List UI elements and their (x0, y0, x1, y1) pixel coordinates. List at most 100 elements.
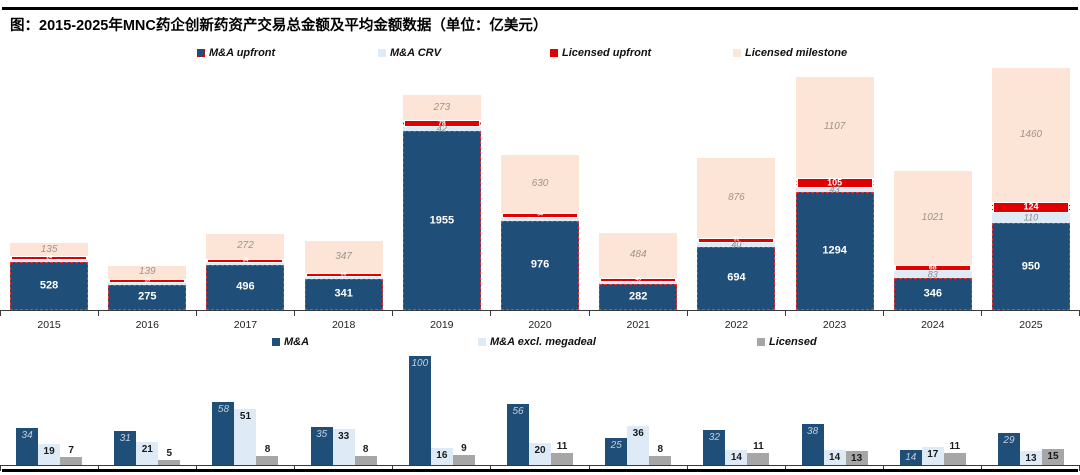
bar-segment: 976 (501, 220, 580, 310)
bar-column-2016: 275 18 139 (98, 65, 196, 310)
bar-segment: 51 (697, 237, 776, 243)
value-label: 18 (144, 277, 151, 284)
bar-column-2018: 341 30 347 (295, 65, 393, 310)
value-label: 346 (923, 287, 942, 300)
bar-column-2025: 950 110 124 1460 (982, 65, 1080, 310)
value-label: 56 (512, 406, 524, 417)
bar-group-2018: 35 33 8 (295, 354, 393, 465)
stacked-bar: 1955 42 78 273 (402, 95, 481, 310)
bar-group: 29 13 15 (997, 433, 1064, 465)
bar-column-2015: 528 24 135 (0, 65, 98, 310)
bar-segment: 341 (304, 278, 383, 310)
lblue-legend-swatch (478, 338, 486, 346)
stacked-bar: 976 64 630 (501, 154, 580, 310)
bar: 17 (921, 446, 944, 465)
legend-item: M&A CRV (378, 47, 441, 59)
value-label: 42 (436, 123, 447, 134)
bar-segment: 43 (795, 185, 874, 194)
top-chart-legend: M&A upfront M&A CRV Licensed upfront Licens… (0, 47, 1080, 65)
value-label: 100 (411, 358, 429, 369)
value-label: 528 (39, 279, 59, 292)
bar-segment: 45 (599, 276, 678, 283)
value-label: 32 (708, 432, 720, 444)
bar-group: 100 16 9 (408, 356, 475, 465)
bar-group-2021: 25 36 8 (589, 354, 687, 465)
x-axis-label: 2018 (331, 319, 356, 331)
x-axis-label: 2021 (626, 319, 650, 331)
value-label: 139 (138, 266, 156, 278)
bar-segment (10, 259, 89, 262)
bar: 34 (16, 427, 39, 465)
value-label: 40 (731, 239, 742, 250)
value-label: 273 (433, 101, 451, 113)
bar-group: 34 19 7 (16, 427, 83, 465)
bar-segment: 1294 (795, 191, 874, 310)
axis-tick (295, 466, 394, 471)
bar-segment: 1955 (402, 131, 481, 310)
bar-group-2022: 32 14 11 (687, 354, 785, 465)
bar-segment: 484 (599, 233, 678, 278)
bar: 31 (114, 431, 137, 465)
value-label: 51 (239, 411, 252, 423)
bar-group: 38 14 13 (801, 423, 868, 465)
bar: 8 (256, 445, 279, 465)
bar: 32 (703, 430, 726, 465)
bar-segment: 346 (893, 278, 972, 310)
axis-tick (590, 311, 688, 316)
value-label: 110 (1023, 212, 1039, 223)
value-label: 1955 (429, 214, 455, 227)
bar: 9 (452, 444, 475, 465)
bar-segment: 950 (991, 223, 1070, 310)
bar-segment: 135 (10, 243, 89, 256)
value-label: 34 (21, 429, 33, 441)
value-label: 8 (657, 444, 663, 456)
axis-tick (393, 311, 492, 316)
axis-tick (393, 466, 492, 471)
value-label: 976 (530, 258, 550, 271)
bar: 5 (158, 448, 181, 465)
bar-segment: 272 (206, 233, 285, 259)
bar-column-2024: 346 83 68 1021 (884, 65, 982, 310)
bar-column-2017: 496 34 272 (196, 65, 294, 310)
value-label: 272 (237, 240, 254, 252)
bar-segment: 68 (893, 264, 972, 271)
bottom-chart: M&A M&A excl. megadeal Licensed 34 19 7 31 21 5… (0, 336, 1080, 475)
bar: 33 (332, 429, 355, 465)
bar: 8 (649, 445, 672, 465)
value-label: 9 (461, 443, 467, 455)
value-label: 8 (362, 444, 369, 456)
value-label: 1021 (921, 211, 944, 223)
value-label: 5 (166, 447, 173, 459)
bar-column-2019: 1955 42 78 273 (393, 65, 491, 310)
bottom-chart-plot: 34 19 7 31 21 5 58 51 8 35 33 8 100 16 9 56 20 11 25 36 8 32 1… (0, 354, 1080, 466)
value-label: 45 (635, 276, 641, 283)
value-label: 11 (753, 441, 764, 452)
legend-item: Licensed milestone (733, 47, 847, 59)
bar-group: 35 33 8 (310, 426, 377, 465)
stacked-bar: 1294 43 105 1107 (795, 76, 874, 310)
bar: 7 (60, 446, 83, 465)
value-label: 341 (334, 287, 353, 300)
bar-segment: 24 (10, 255, 89, 260)
bar-group-2017: 58 51 8 (196, 354, 294, 465)
bar-segment (206, 262, 285, 265)
stacked-bar: 694 40 51 876 (697, 157, 776, 310)
value-label: 58 (217, 403, 230, 415)
legend-label: Licensed (769, 336, 817, 348)
value-label: 30 (340, 271, 347, 278)
bottom-border-line (2, 469, 1078, 472)
value-label: 630 (531, 177, 549, 189)
axis-tick (0, 466, 100, 471)
bar-group-2015: 34 19 7 (0, 354, 98, 465)
legend-item: Licensed upfront (550, 47, 651, 59)
legend-label: M&A upfront (209, 47, 276, 59)
x-axis-label: 2022 (724, 319, 749, 331)
bar: 15 (1041, 448, 1064, 465)
bar: 13 (845, 450, 868, 465)
value-label: 14 (905, 451, 917, 463)
bar: 13 (1019, 450, 1042, 465)
value-label: 31 (119, 433, 131, 445)
value-label: 876 (728, 192, 745, 204)
bar-group-2024: 14 17 11 (884, 354, 982, 465)
axis-tick (0, 311, 100, 316)
